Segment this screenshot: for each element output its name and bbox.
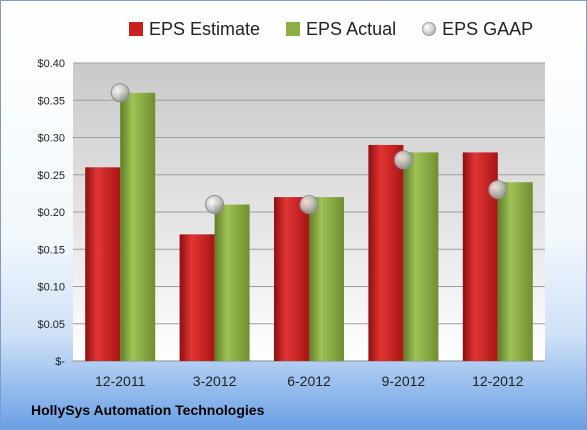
marker-eps-gaap — [488, 180, 508, 200]
y-tick-label: $0.25 — [37, 170, 65, 182]
bar-eps-estimate — [368, 144, 404, 361]
y-tick-label: $0.30 — [37, 133, 65, 145]
marker-eps-gaap — [393, 150, 413, 170]
legend: EPS Estimate EPS Actual EPS GAAP — [129, 17, 559, 41]
bar-eps-actual — [497, 182, 533, 361]
y-tick-label: $0.15 — [37, 244, 65, 256]
y-tick-label: $- — [55, 356, 65, 368]
marker-eps-gaap — [110, 83, 130, 103]
x-tick-label: 3-2012 — [193, 373, 237, 389]
legend-swatch-actual — [286, 22, 301, 36]
x-tick-label: 6-2012 — [287, 373, 331, 389]
legend-marker-gaap — [422, 22, 437, 36]
legend-label-actual: EPS Actual — [306, 18, 397, 39]
legend-item-gaap: EPS GAAP — [422, 19, 533, 40]
bar-eps-actual — [309, 197, 344, 361]
legend-label-estimate: EPS Estimate — [149, 18, 261, 39]
legend-item-estimate: EPS Estimate — [129, 19, 260, 40]
bar-eps-actual — [120, 92, 156, 362]
company-name: HollySys Automation Technologies — [31, 402, 265, 418]
marker-eps-gaap — [205, 195, 225, 215]
bar-eps-actual — [214, 204, 250, 361]
bar-eps-actual — [403, 152, 439, 361]
y-tick-label: $0.20 — [37, 207, 65, 219]
bar-eps-estimate — [274, 197, 309, 361]
legend-swatch-estimate — [129, 22, 143, 36]
bar-eps-estimate — [85, 167, 121, 361]
legend-item-actual: EPS Actual — [286, 19, 396, 40]
y-tick-label: $0.10 — [37, 282, 65, 294]
legend-label-gaap: EPS GAAP — [442, 18, 534, 39]
y-tick-label: $0.35 — [37, 95, 65, 107]
x-tick-label: 12-2011 — [95, 373, 146, 389]
x-tick-label: 12-2012 — [472, 373, 524, 389]
y-tick-label: $0.05 — [37, 319, 65, 331]
y-tick-label: $0.40 — [37, 58, 65, 70]
x-tick-label: 9-2012 — [382, 373, 426, 389]
marker-eps-gaap — [299, 195, 319, 215]
bar-eps-estimate — [179, 234, 215, 361]
